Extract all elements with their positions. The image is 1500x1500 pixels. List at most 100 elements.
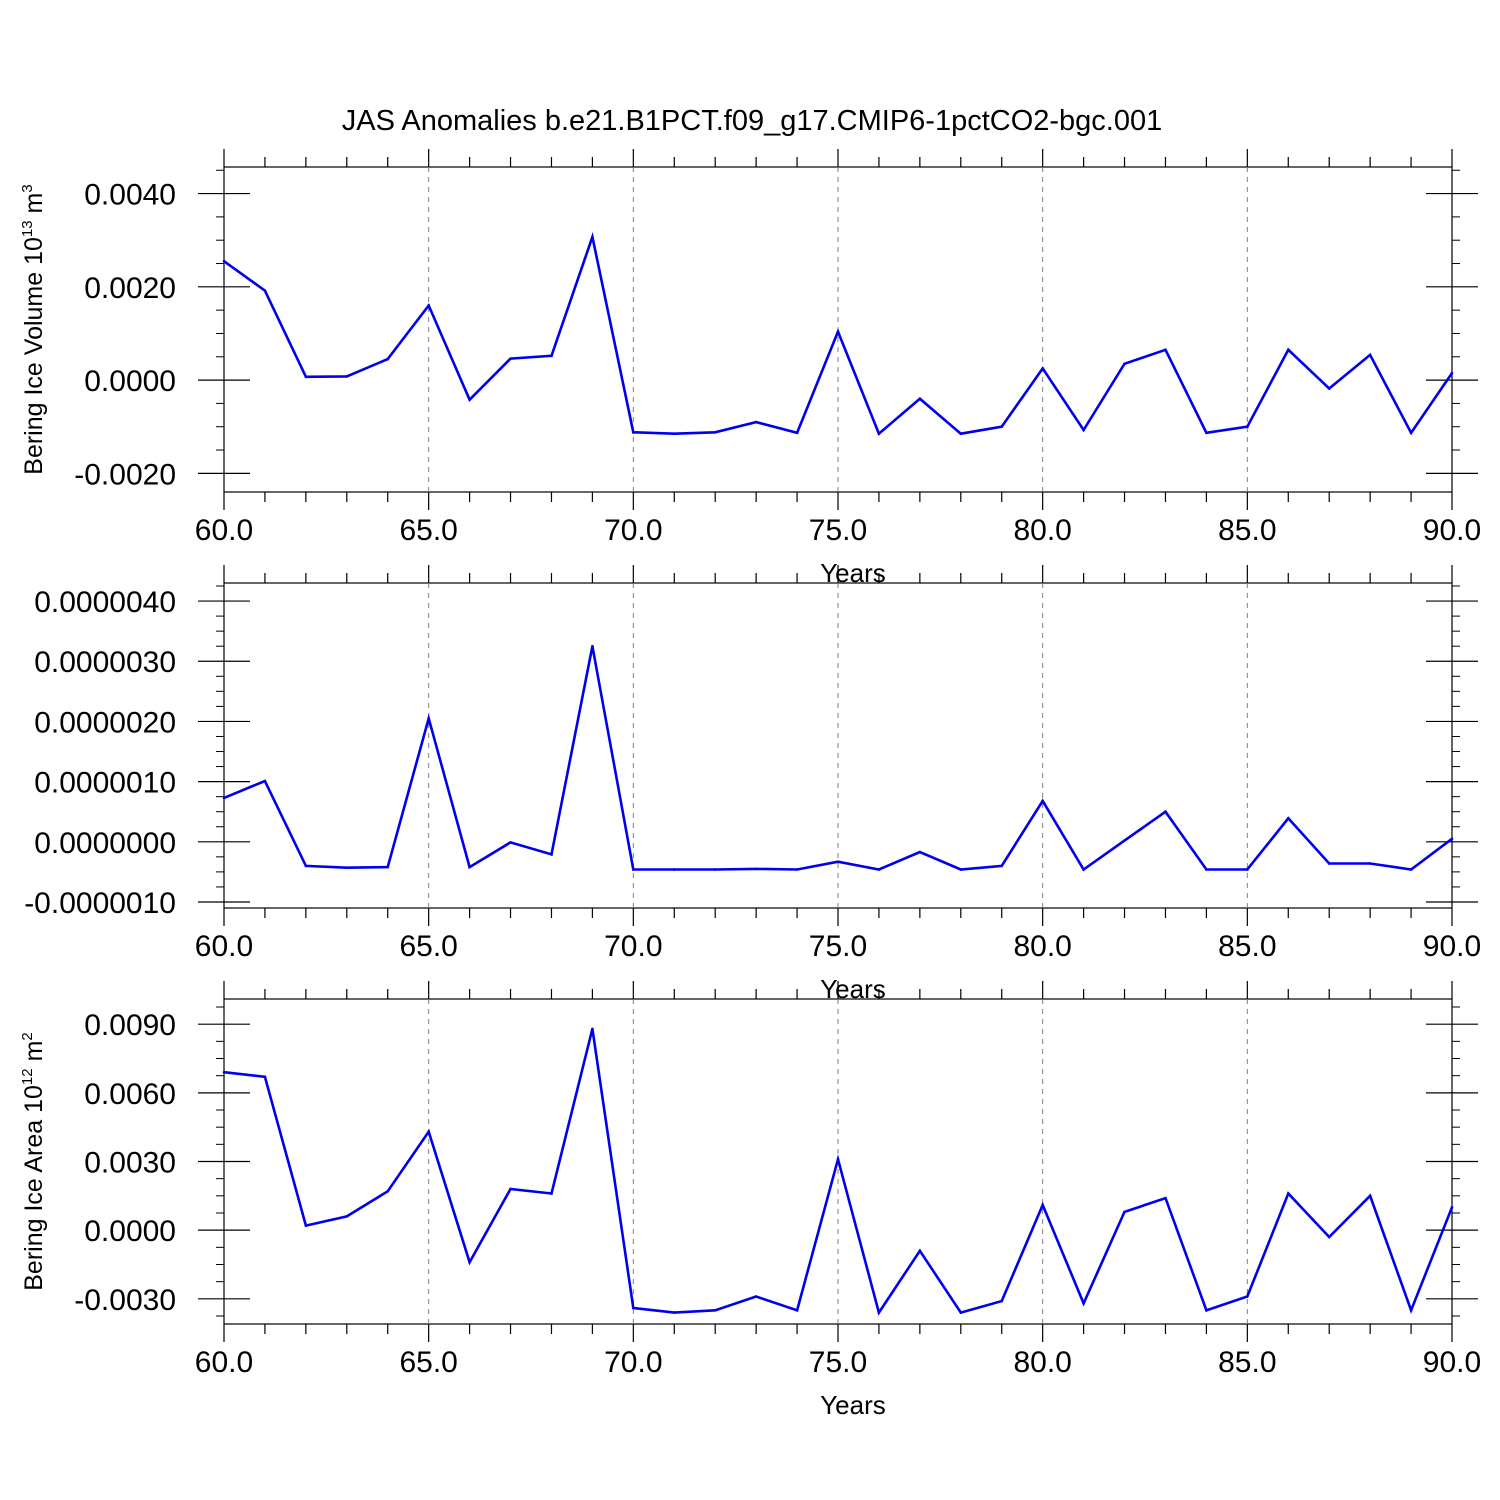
- data-point: [1409, 1308, 1413, 1312]
- data-point: [1409, 868, 1413, 871]
- y-tick-label: 0.0000: [84, 365, 176, 398]
- data-point: [959, 1311, 963, 1314]
- data-point: [1041, 367, 1044, 370]
- data-point: [754, 420, 758, 424]
- x-tick-label: 80.0: [1013, 930, 1071, 963]
- x-tick-label: 70.0: [604, 1346, 662, 1379]
- data-point: [1327, 387, 1331, 390]
- data-point: [550, 853, 553, 856]
- x-tick-label: 60.0: [195, 1346, 253, 1379]
- data-point: [509, 841, 512, 844]
- data-point: [1368, 353, 1372, 357]
- series-line: [223, 232, 1454, 436]
- y-tick-label: -0.0000010: [24, 887, 176, 920]
- data-point: [1164, 810, 1167, 814]
- y-tick-label: 0.0000040: [34, 586, 176, 619]
- data-point: [263, 289, 267, 292]
- data-point: [304, 1224, 308, 1227]
- panel-middle-series: 0.0000040 0.0000030 0.0000020 0.0000010 0.00…: [24, 565, 1481, 1004]
- data-point: [468, 1260, 471, 1264]
- data-point: [386, 357, 390, 361]
- data-point: [222, 259, 226, 263]
- data-point: [263, 1075, 267, 1079]
- data-point: [427, 717, 430, 720]
- data-point: [1286, 1192, 1290, 1195]
- data-point: [550, 1192, 553, 1195]
- data-point: [427, 304, 430, 307]
- x-tick-label: 65.0: [399, 514, 457, 547]
- data-point: [836, 1157, 840, 1161]
- x-tick-label: 90.0: [1423, 930, 1481, 963]
- data-point: [1164, 348, 1167, 352]
- x-tick-label: 80.0: [1013, 1346, 1071, 1379]
- x-tick-label: 90.0: [1423, 514, 1481, 547]
- data-point: [877, 868, 881, 871]
- data-point: [672, 868, 676, 871]
- panel-ice-volume: 0.0040 0.0020 0.0000 -0.0020 60.0 65.0 70.0 75.…: [19, 149, 1481, 588]
- data-point: [1000, 425, 1004, 429]
- data-point: [1246, 1295, 1249, 1298]
- x-tick-label: 85.0: [1218, 1346, 1276, 1379]
- data-point: [304, 864, 308, 868]
- data-point: [1082, 428, 1085, 432]
- data-point: [1082, 868, 1085, 871]
- data-point: [918, 1249, 922, 1253]
- y-tick-label: 0.0000020: [34, 706, 176, 739]
- x-tick-label: 60.0: [195, 930, 253, 963]
- data-point: [632, 431, 635, 434]
- data-point: [1205, 868, 1208, 871]
- y-tick-label: 0.0000000: [34, 827, 176, 860]
- data-point: [632, 1306, 635, 1310]
- data-point: [345, 1215, 349, 1218]
- data-point: [713, 868, 717, 871]
- data-point: [1368, 1194, 1372, 1198]
- data-point: [713, 431, 717, 434]
- data-point: [1164, 1196, 1167, 1200]
- x-axis-title: Years: [820, 1390, 886, 1420]
- y-axis-title: Bering Ice Volume 1013 m3: [19, 184, 48, 474]
- x-tick-label: 85.0: [1218, 930, 1276, 963]
- data-point: [918, 850, 922, 854]
- y-tick-label: 0.0040: [84, 179, 176, 212]
- y-axis-title: Bering Ice Area 1012 m2: [19, 1032, 48, 1291]
- data-point: [1327, 862, 1331, 865]
- data-point: [795, 1308, 799, 1312]
- data-point: [795, 431, 799, 435]
- data-point: [836, 330, 840, 333]
- data-point: [1205, 431, 1208, 435]
- x-tick-label: 75.0: [809, 930, 867, 963]
- data-point: [345, 866, 349, 869]
- data-point: [836, 860, 840, 863]
- data-point: [1082, 1302, 1085, 1305]
- y-tick-label: 0.0090: [84, 1009, 176, 1042]
- x-tick-label: 65.0: [399, 930, 457, 963]
- data-point: [1000, 864, 1004, 868]
- data-point: [1286, 348, 1290, 352]
- data-point: [304, 375, 308, 379]
- data-point: [1450, 837, 1454, 841]
- x-tick-label: 70.0: [604, 930, 662, 963]
- data-point: [1000, 1299, 1004, 1303]
- data-point: [1246, 868, 1249, 871]
- data-point: [263, 779, 267, 783]
- x-tick-label: 60.0: [195, 514, 253, 547]
- data-point: [427, 1130, 430, 1134]
- data-point: [632, 868, 635, 871]
- x-tick-label: 65.0: [399, 1346, 457, 1379]
- data-point: [754, 867, 758, 871]
- data-point: [1368, 862, 1372, 865]
- y-tick-label: 0.0000010: [34, 767, 176, 800]
- x-tick-label: 70.0: [604, 514, 662, 547]
- data-point: [468, 865, 471, 869]
- data-point: [1450, 1205, 1454, 1209]
- y-tick-label: 0.0030: [84, 1147, 176, 1180]
- data-point: [591, 644, 594, 648]
- data-point: [959, 432, 963, 436]
- data-point: [1286, 817, 1290, 820]
- data-point: [1409, 431, 1413, 435]
- data-point: [877, 432, 881, 436]
- data-point: [345, 375, 349, 378]
- data-point: [713, 1308, 717, 1312]
- data-point: [591, 235, 594, 239]
